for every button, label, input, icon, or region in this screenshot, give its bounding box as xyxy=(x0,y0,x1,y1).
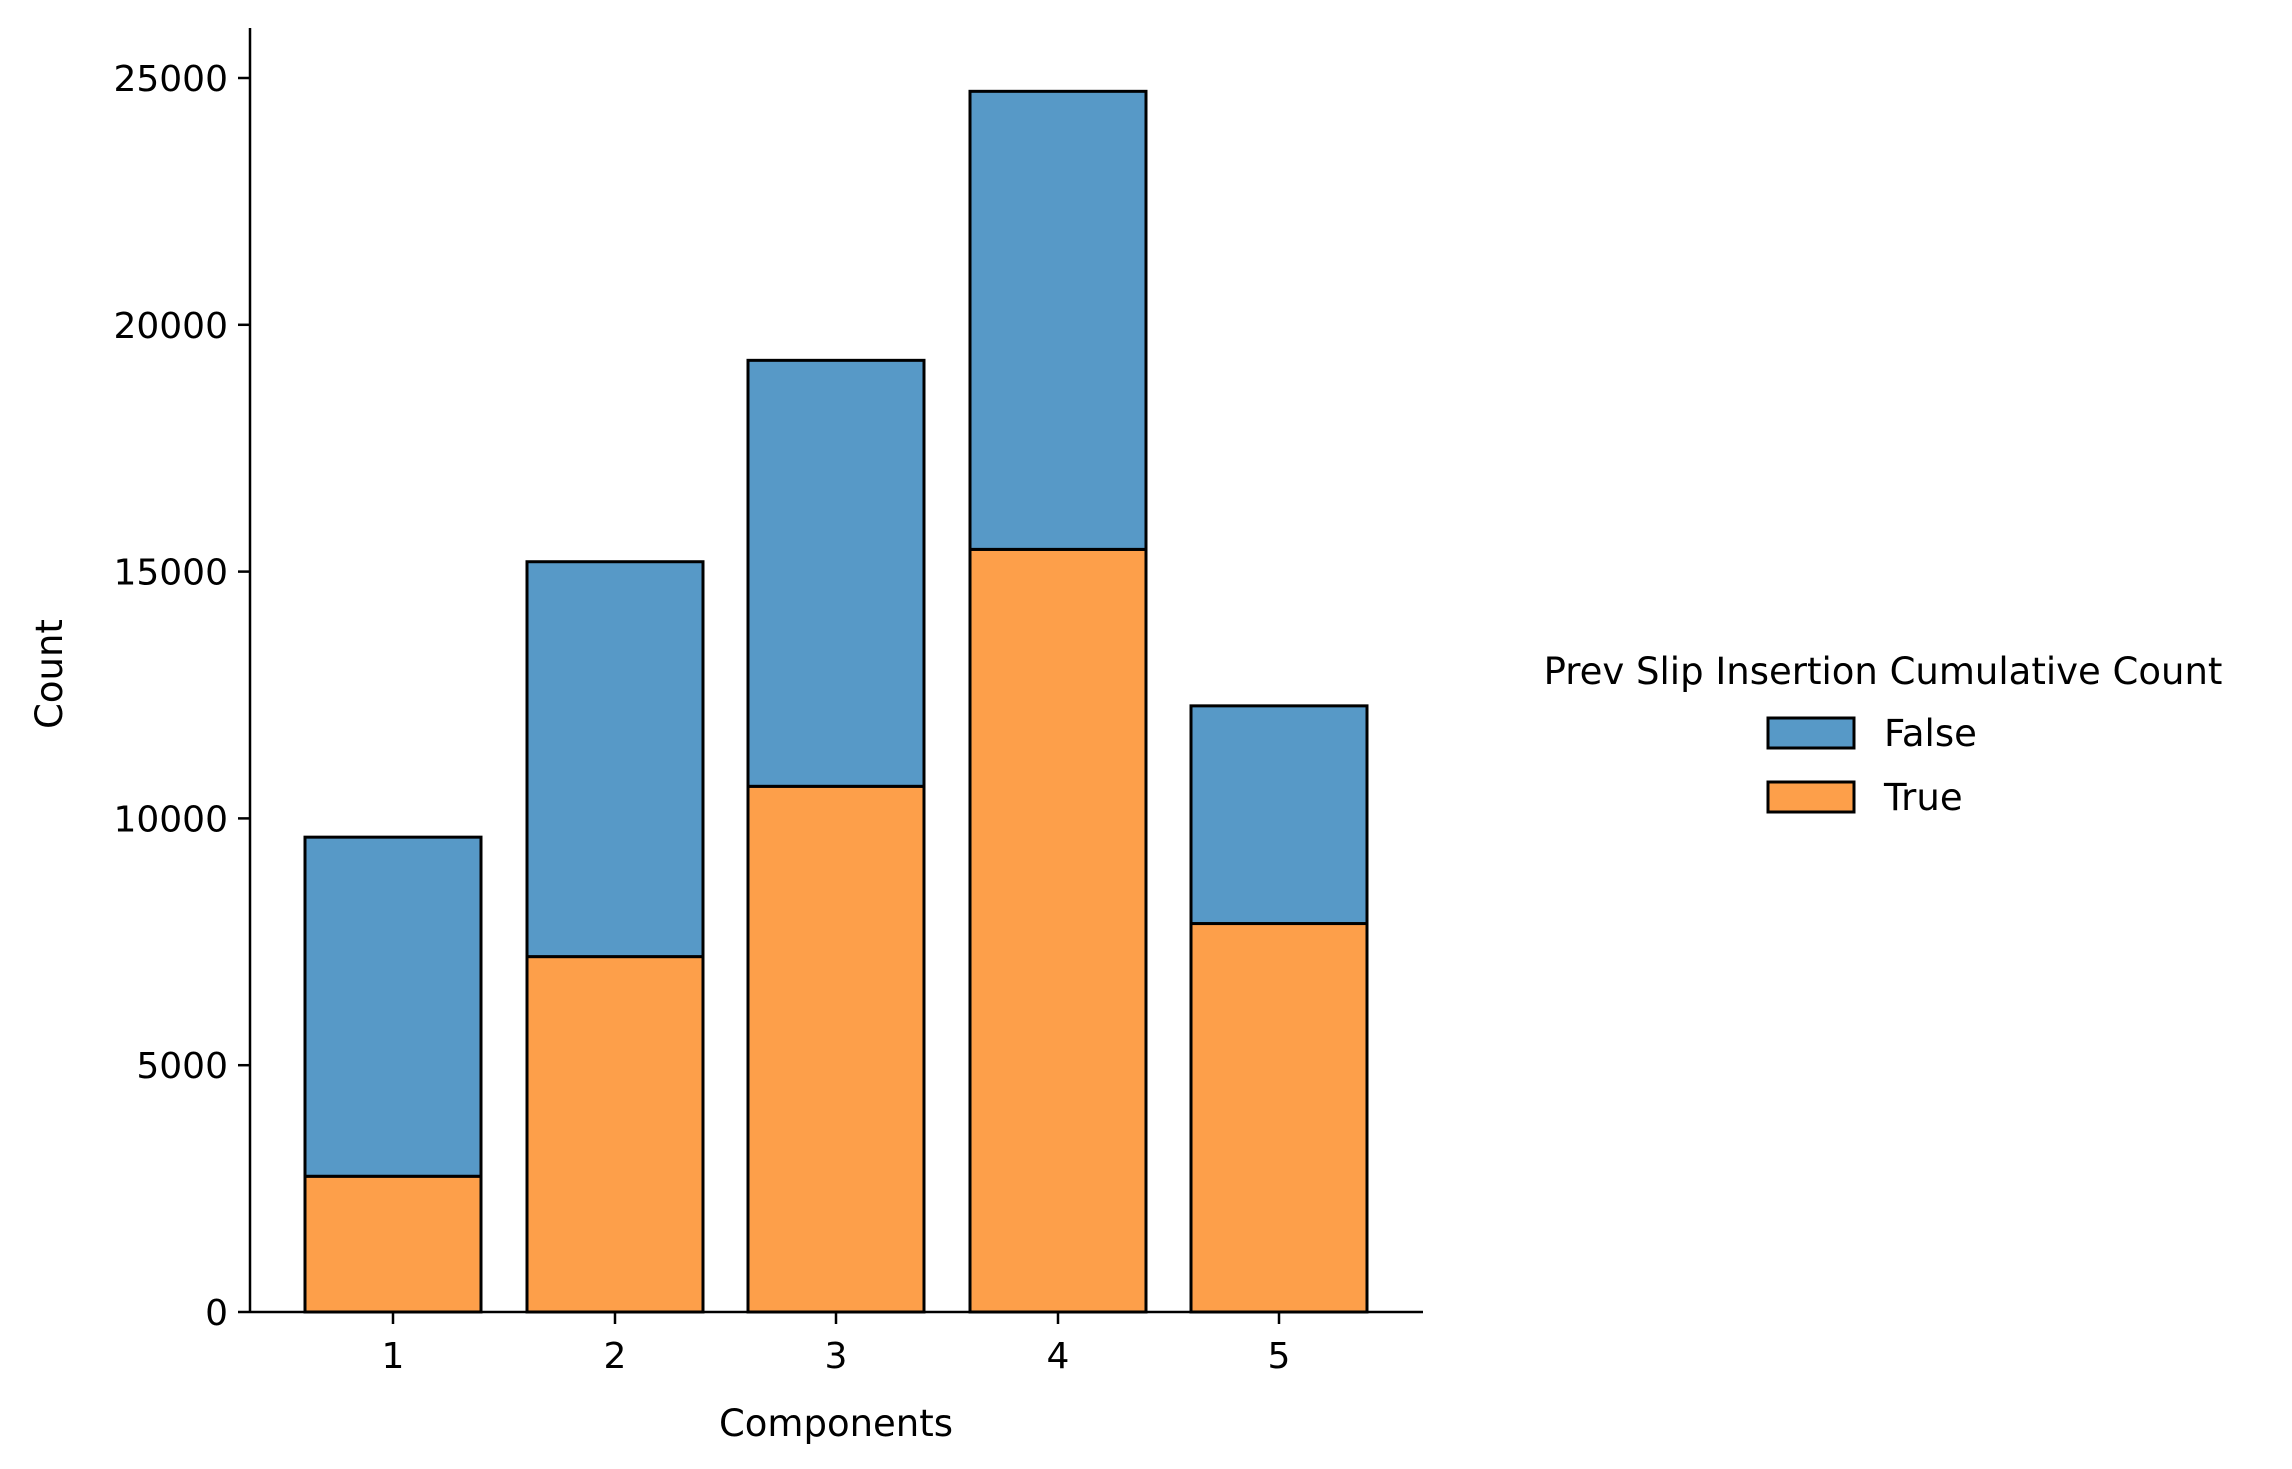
x-tick-label: 4 xyxy=(1047,1336,1070,1377)
bar-false-2 xyxy=(525,560,705,959)
y-tick-label: 15000 xyxy=(113,553,228,594)
bars-group xyxy=(303,89,1369,1314)
legend-title: Prev Slip Insertion Cumulative Count xyxy=(1544,650,2223,693)
y-tick-label: 0 xyxy=(205,1293,228,1334)
y-ticks-group: 0 5000 10000 15000 20000 25000 xyxy=(113,59,250,1334)
x-tick-label: 1 xyxy=(382,1336,405,1377)
bar-true-3 xyxy=(746,784,926,1314)
legend: Prev Slip Insertion Cumulative Count Fal… xyxy=(1544,650,2223,819)
y-tick-label: 10000 xyxy=(113,799,228,840)
legend-swatch-false xyxy=(1766,716,1856,750)
bar-true-5 xyxy=(1189,922,1369,1314)
bar-true-1 xyxy=(303,1174,483,1314)
bar-true-2 xyxy=(525,955,705,1314)
bar-false-4 xyxy=(968,89,1148,551)
x-tick-label: 2 xyxy=(604,1336,627,1377)
legend-swatch-true xyxy=(1766,780,1856,814)
bar-false-5 xyxy=(1189,704,1369,926)
x-axis-label: Components xyxy=(719,1402,953,1445)
bar-false-1 xyxy=(303,835,483,1178)
bar-true-4 xyxy=(968,547,1148,1314)
x-ticks-group: 1 2 3 4 5 xyxy=(382,1312,1291,1377)
legend-label-true: True xyxy=(1883,776,1963,819)
x-tick-label: 5 xyxy=(1268,1336,1291,1377)
y-tick-label: 25000 xyxy=(113,59,228,100)
y-tick-label: 20000 xyxy=(113,306,228,347)
legend-entries: False True xyxy=(1766,712,1977,819)
bar-false-3 xyxy=(746,358,926,788)
x-tick-label: 3 xyxy=(825,1336,848,1377)
y-axis-label: Count xyxy=(28,619,71,729)
y-tick-label: 5000 xyxy=(136,1046,228,1087)
legend-label-false: False xyxy=(1884,712,1977,755)
